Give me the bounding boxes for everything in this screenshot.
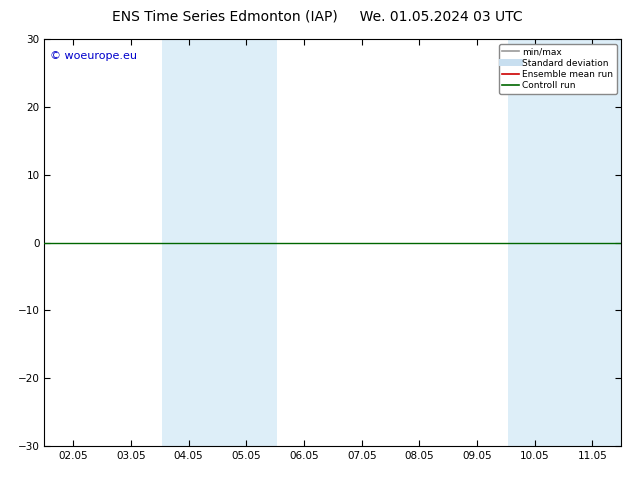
- Bar: [219, 39, 277, 446]
- Bar: [566, 39, 623, 446]
- Text: ENS Time Series Edmonton (IAP)     We. 01.05.2024 03 UTC: ENS Time Series Edmonton (IAP) We. 01.05…: [112, 10, 522, 24]
- Text: © woeurope.eu: © woeurope.eu: [50, 51, 137, 61]
- Legend: min/max, Standard deviation, Ensemble mean run, Controll run: min/max, Standard deviation, Ensemble me…: [499, 44, 617, 94]
- Bar: [508, 39, 566, 446]
- Bar: [162, 39, 219, 446]
